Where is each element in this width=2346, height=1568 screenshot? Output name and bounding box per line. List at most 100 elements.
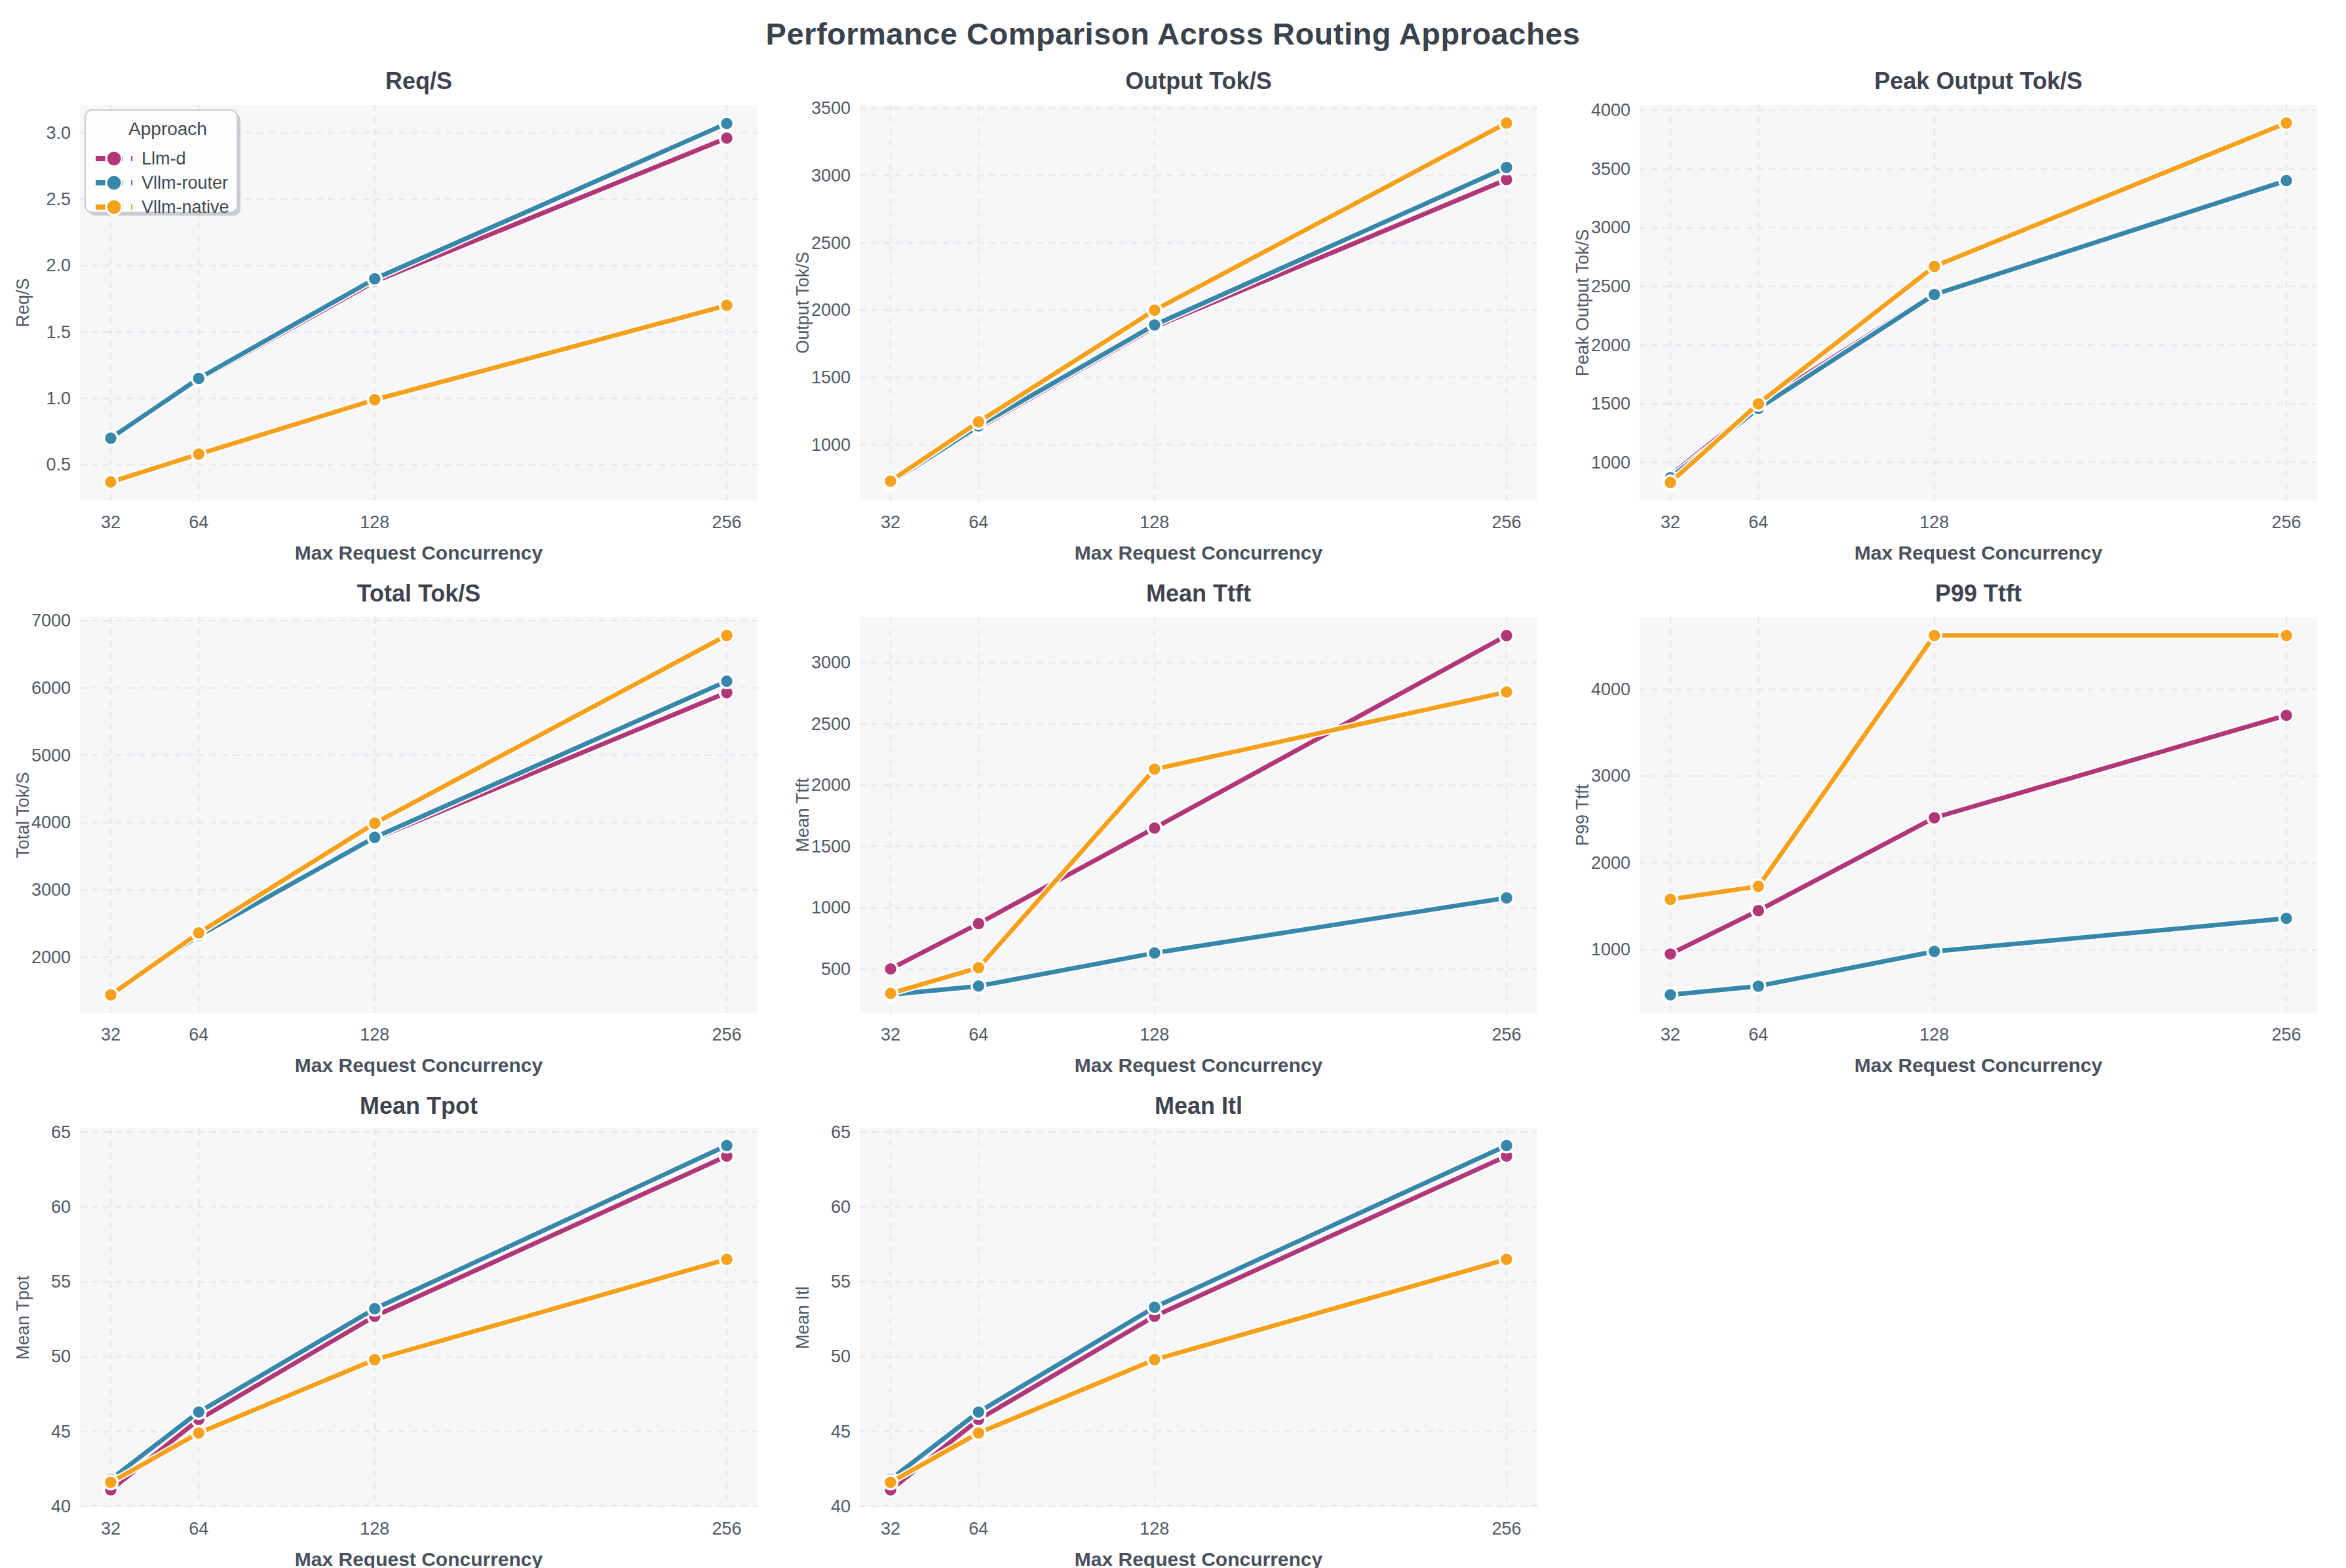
svg-text:2000: 2000 [811,775,851,795]
chart-p99-ttft: 32641282561000200030004000P99 TtftMax Re… [1566,573,2339,1079]
svg-text:32: 32 [881,1519,900,1539]
x-axis-label: Max Request Concurrency [1075,1548,1323,1568]
data-point [192,448,206,461]
svg-text:256: 256 [1491,1025,1521,1044]
svg-text:55: 55 [51,1272,71,1291]
legend: ApproachLlm-dVllm-routerVllm-native [85,110,240,217]
svg-text:32: 32 [101,1519,121,1539]
svg-text:256: 256 [2271,512,2301,532]
data-point [720,628,734,642]
svg-text:60: 60 [831,1197,851,1217]
svg-text:128: 128 [360,512,389,532]
figure-title: Performance Comparison Across Routing Ap… [0,0,2346,60]
data-point [1500,1139,1514,1153]
data-point [884,1476,898,1489]
legend-marker-icon [106,175,122,191]
data-point [720,117,734,130]
data-point [104,988,118,1002]
svg-text:65: 65 [831,1122,851,1142]
data-point [884,987,898,1001]
svg-text:55: 55 [831,1272,851,1291]
data-point [192,1426,206,1440]
data-point [1147,318,1161,332]
svg-text:3.0: 3.0 [46,123,71,143]
data-point [972,961,986,974]
data-point [1664,476,1678,489]
svg-text:256: 256 [1491,1519,1521,1539]
data-point [104,1476,118,1489]
svg-text:1500: 1500 [811,837,851,856]
svg-text:128: 128 [360,1519,389,1539]
y-axis-label: Req/S [13,278,33,327]
data-point [972,1405,986,1419]
data-point [1500,161,1514,174]
svg-text:4000: 4000 [1591,100,1630,120]
subplot-title: Peak Output Tok/S [1874,67,2082,94]
data-point [1664,892,1678,906]
x-axis-label: Max Request Concurrency [295,542,543,564]
svg-text:2500: 2500 [1591,277,1630,296]
svg-text:1.0: 1.0 [46,389,71,408]
legend-entry-label: Vllm-router [142,173,228,193]
svg-text:128: 128 [1140,1519,1169,1539]
svg-text:65: 65 [51,1122,71,1142]
svg-text:40: 40 [51,1497,71,1516]
svg-text:3000: 3000 [811,166,851,185]
legend-title: Approach [128,119,207,139]
y-axis-label: Mean Tpot [13,1275,33,1360]
svg-text:32: 32 [881,512,900,532]
data-point [1752,979,1765,993]
chart-mean-ttft: 326412825650010001500200025003000Mean Tt… [786,573,1560,1079]
svg-text:1500: 1500 [811,368,851,387]
data-point [1147,821,1161,835]
data-point [1927,944,1941,958]
data-point [2280,174,2294,187]
subplot-title: Mean Itl [1155,1092,1242,1119]
svg-text:500: 500 [821,959,851,979]
svg-text:64: 64 [189,1025,208,1044]
x-axis-label: Max Request Concurrency [295,1548,543,1568]
data-point [720,674,734,688]
y-axis-label: Peak Output Tok/S [1573,229,1592,377]
chart-cell-mean-ttft: 326412825650010001500200025003000Mean Tt… [786,573,1560,1079]
data-point [192,1405,206,1419]
svg-text:1000: 1000 [811,898,851,917]
data-point [1500,685,1514,699]
chart-output-tok-s: 3264128256100015002000250030003500Output… [786,60,1560,566]
y-axis-label: Mean Itl [793,1286,813,1349]
svg-text:32: 32 [881,1025,900,1044]
svg-text:64: 64 [189,512,208,532]
x-axis-label: Max Request Concurrency [1855,542,2103,564]
chart-peak-output-tok-s: 32641282561000150020002500300035004000Pe… [1566,60,2339,566]
data-point [1927,811,1941,824]
data-point [1927,259,1941,273]
chart-cell-total-tok-s: 3264128256200030004000500060007000Total … [7,573,780,1079]
subplot-title: Output Tok/S [1125,67,1271,94]
plot-area [1640,617,2317,1013]
svg-text:256: 256 [1491,512,1521,532]
svg-text:3500: 3500 [811,98,851,118]
svg-text:7000: 7000 [31,611,71,630]
data-point [1664,947,1678,961]
data-point [720,1252,734,1266]
svg-text:4000: 4000 [1591,679,1630,699]
svg-text:256: 256 [712,512,741,532]
data-point [884,962,898,976]
svg-text:64: 64 [1748,1025,1768,1044]
data-point [2280,708,2294,722]
chart-cell-mean-tpot: 3264128256404550556065Mean TpotMax Reque… [7,1085,780,1568]
svg-text:256: 256 [712,1025,741,1044]
svg-text:1500: 1500 [1591,394,1630,413]
svg-text:256: 256 [2271,1025,2301,1044]
subplot-title: P99 Ttft [1935,580,2022,607]
data-point [1500,891,1514,905]
svg-text:40: 40 [831,1497,851,1516]
chart-mean-itl: 3264128256404550556065Mean ItlMax Reques… [786,1085,1560,1568]
svg-text:32: 32 [1661,512,1680,532]
svg-text:2000: 2000 [1591,853,1630,873]
svg-text:1000: 1000 [1591,453,1630,472]
data-point [104,431,118,445]
svg-text:128: 128 [1140,1025,1169,1044]
legend-marker-icon [106,199,122,215]
svg-text:60: 60 [51,1197,71,1217]
